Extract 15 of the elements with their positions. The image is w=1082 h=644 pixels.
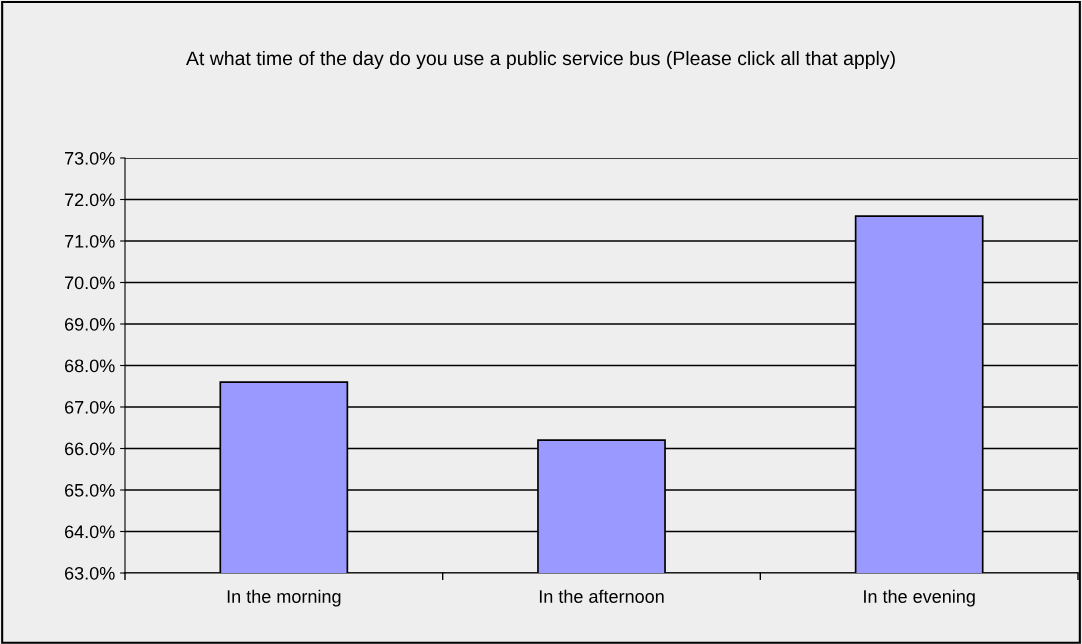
x-tick-label: In the evening [864, 589, 975, 607]
y-tick-label: 72.0% [65, 193, 115, 207]
x-tick-label: In the morning [227, 589, 341, 607]
y-tick-label: 71.0% [65, 234, 115, 248]
y-tick-label: 66.0% [65, 442, 115, 456]
y-tick-label: 73.0% [65, 151, 115, 165]
y-tick-label: 69.0% [65, 317, 115, 331]
y-tick-label: 68.0% [65, 359, 115, 373]
y-tick-label: 64.0% [65, 525, 115, 539]
y-tick-label: 65.0% [65, 483, 115, 497]
x-tick-label: In the afternoon [539, 589, 664, 603]
y-tick-label: 67.0% [65, 400, 115, 414]
chart-title: At what time of the day do you use a public service bus (Please click all that apply) [186, 50, 895, 70]
y-tick-label: 63.0% [65, 566, 115, 580]
y-tick-label: 70.0% [65, 276, 115, 290]
